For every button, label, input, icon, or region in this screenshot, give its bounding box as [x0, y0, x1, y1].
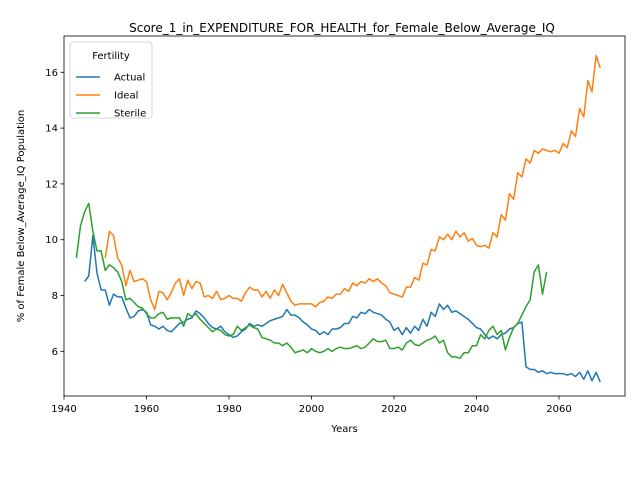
y-axis: 6 8 10 12 14 16	[45, 68, 64, 358]
plot-frame	[63, 35, 626, 397]
x-tick-label: 2020	[381, 404, 406, 415]
chart-title: Score_1_in_EXPENDITURE_FOR_HEALTH_for_Fe…	[129, 21, 555, 35]
legend-frame	[69, 41, 153, 119]
series-line-ideal	[104, 54, 601, 311]
series-line-sterile	[75, 202, 548, 360]
y-tick-label: 12	[45, 179, 58, 190]
y-axis-label: % of Female Below_Average_IQ Population	[16, 110, 27, 323]
y-tick-label: 6	[52, 347, 58, 358]
x-axis: 1940 1960 1980 2000 2020 2040 2060	[51, 396, 572, 415]
legend-label-ideal: Ideal	[114, 91, 138, 102]
y-tick-label: 16	[45, 68, 58, 79]
series-layer	[75, 54, 601, 383]
y-tick-label: 8	[52, 291, 58, 302]
legend-title: Fertility	[92, 51, 130, 62]
y-tick-label: 14	[45, 124, 58, 135]
x-axis-label: Years	[330, 424, 357, 435]
plot-background	[64, 36, 625, 396]
x-tick-label: 1940	[51, 404, 76, 415]
y-tick-label: 10	[45, 235, 58, 246]
legend-entries: Actual Ideal Sterile	[76, 73, 146, 120]
legend: Fertility Actual Ideal Sterile	[69, 41, 153, 120]
x-tick-label: 1960	[134, 404, 159, 415]
x-tick-label: 2060	[546, 404, 571, 415]
legend-label-actual: Actual	[114, 73, 145, 84]
x-tick-label: 1980	[216, 404, 241, 415]
plot-area	[63, 35, 626, 397]
x-tick-label: 2040	[464, 404, 489, 415]
x-tick-label: 2000	[299, 404, 324, 415]
legend-label-sterile: Sterile	[114, 109, 146, 120]
